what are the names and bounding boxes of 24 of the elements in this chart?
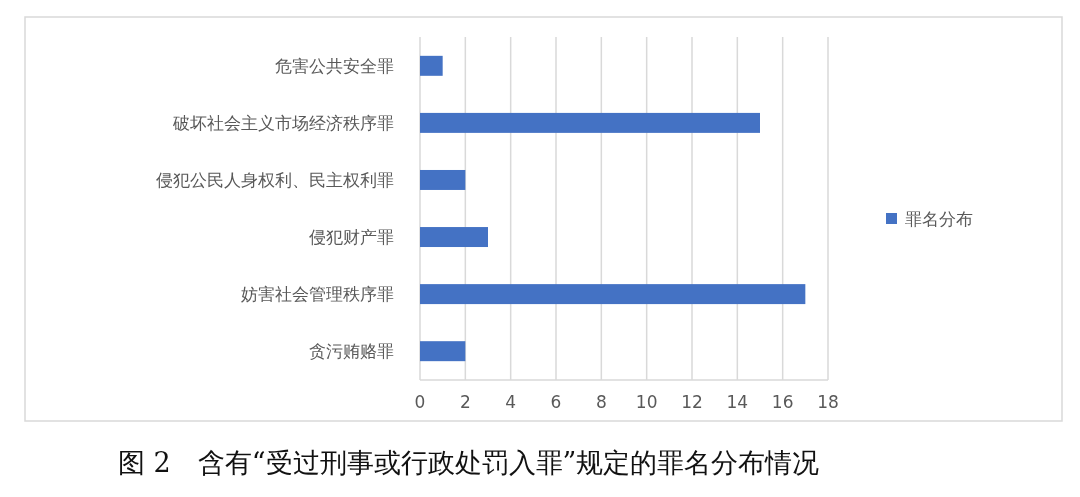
y-tick-label: 侵犯财产罪 [309,226,394,247]
x-tick-label: 2 [459,392,471,412]
x-tick-label: 16 [771,392,794,412]
x-tick-label: 12 [681,392,703,412]
x-tick-label: 14 [726,392,749,412]
y-tick-label: 妨害社会管理秩序罪 [241,284,394,305]
bar [420,55,443,76]
x-tick-label: 8 [595,392,607,412]
y-tick-label: 贪污贿赂罪 [309,341,394,362]
y-tick-label: 破坏社会主义市场经济秩序罪 [172,112,394,133]
x-tick-label: 18 [817,392,839,412]
x-tick-label: 0 [414,392,426,412]
bar [420,341,466,362]
bar [420,112,760,133]
bar [420,284,806,305]
text: 图 2 含有“受过刑事或行政处罚入罪”规定的罪名分布情况 [118,447,820,478]
y-tick-label: 危害公共安全罪 [275,55,394,76]
y-tick-label: 侵犯公民人身权利、民主权利罪 [156,169,394,190]
legend-label: 罪名分布 [905,208,973,229]
x-tick-label: 6 [550,392,562,412]
bar [420,227,488,248]
x-tick-label: 10 [635,392,658,412]
bar [420,169,466,190]
x-tick-label: 4 [505,392,517,412]
